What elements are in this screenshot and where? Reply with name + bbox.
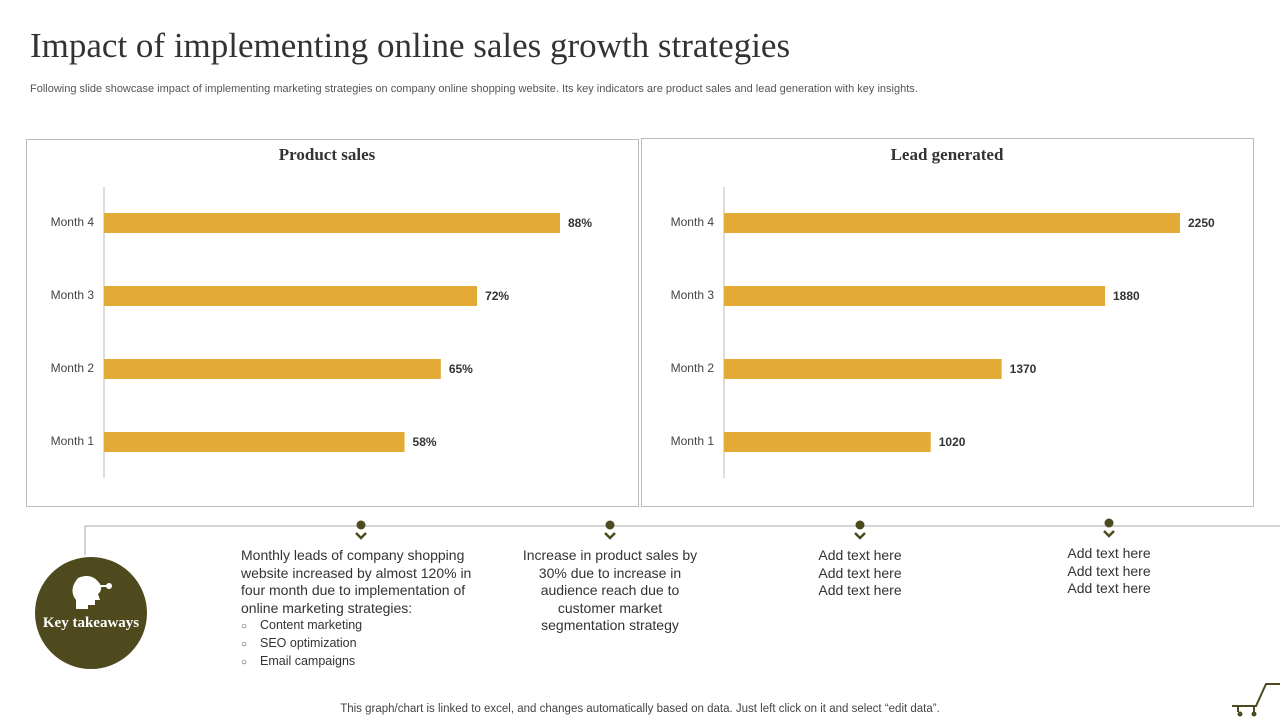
category-label: Month 3	[51, 288, 95, 302]
cart-wheel	[1237, 711, 1243, 717]
data-label: 72%	[485, 289, 509, 303]
chart-title: Product sales	[279, 145, 376, 164]
bar	[724, 213, 1180, 233]
bullet: Email campaigns	[241, 653, 481, 671]
bar	[724, 286, 1106, 306]
panel	[26, 139, 639, 507]
marker	[1103, 530, 1115, 538]
bullet: Content marketing	[241, 617, 481, 635]
bar	[104, 213, 560, 233]
footer: This graph/chart is linked to excel, and…	[340, 703, 940, 715]
takeaway-badge	[33, 555, 149, 671]
bullet: SEO optimization	[241, 635, 481, 653]
takeaway-line: Add text here	[818, 582, 902, 598]
title: Impact of implementing online sales grow…	[30, 26, 791, 65]
takeaway-line: Add text here	[1067, 580, 1151, 596]
category-label: Month 1	[671, 434, 715, 448]
cart-icon	[1232, 683, 1280, 712]
category-label: Month 3	[671, 288, 715, 302]
marker	[604, 532, 616, 540]
data-label: 1880	[1113, 289, 1140, 303]
bar	[724, 359, 1002, 379]
head-icon	[72, 576, 112, 609]
bar	[104, 432, 405, 452]
markers	[355, 518, 1115, 540]
marker	[1104, 518, 1114, 528]
category-label: Month 2	[51, 361, 95, 375]
marker	[605, 520, 615, 530]
data-label: 65%	[449, 362, 473, 376]
marker	[356, 520, 366, 530]
data-label: 1020	[939, 435, 966, 449]
marker	[854, 532, 866, 540]
takeaway: Monthly leads of company shopping websit…	[241, 547, 481, 671]
takeaway-text: Increase in product sales by 30% due to …	[522, 547, 698, 633]
bar	[104, 286, 478, 306]
category-label: Month 1	[51, 434, 95, 448]
marker	[355, 532, 367, 540]
takeaway-line: Add text here	[1067, 545, 1151, 561]
head	[72, 576, 102, 609]
takeaway-line: Add text here	[818, 547, 902, 563]
bullet-list: Content marketing SEO optimization Email…	[241, 617, 481, 671]
takeaway: Add text here Add text here Add text her…	[770, 547, 950, 600]
category-label: Month 2	[671, 361, 715, 375]
cart-wheel	[1251, 711, 1257, 717]
takeaway-line: Add text here	[818, 564, 902, 581]
takeaway: Add text here Add text here Add text her…	[1019, 545, 1199, 598]
subtitle: Following slide showcase impact of imple…	[30, 83, 918, 95]
chart-title: Lead generated	[891, 145, 1004, 164]
data-label: 1370	[1010, 362, 1037, 376]
bar	[104, 359, 441, 379]
bar	[724, 432, 931, 452]
takeaway-text: Monthly leads of company shopping websit…	[241, 547, 472, 616]
takeaway-label: Key takeaways	[42, 615, 140, 631]
data-label: 58%	[413, 435, 437, 449]
category-label: Month 4	[51, 215, 95, 229]
data-label: 88%	[568, 216, 592, 230]
icon-dot	[106, 583, 112, 589]
category-label: Month 4	[671, 215, 715, 229]
data-label: 2250	[1188, 216, 1215, 230]
takeaway-line: Add text here	[1067, 562, 1151, 579]
marker	[855, 520, 865, 530]
panel	[641, 138, 1254, 507]
